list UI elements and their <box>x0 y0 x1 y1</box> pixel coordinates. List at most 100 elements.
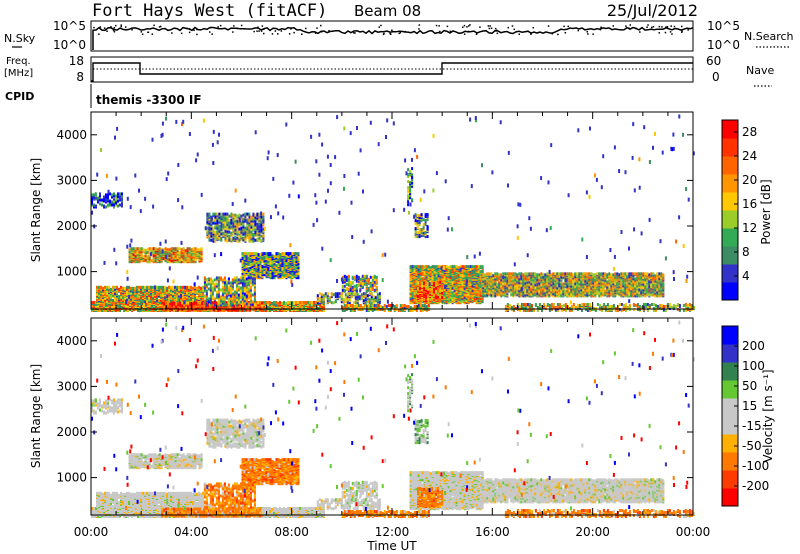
power-echo-cell <box>114 285 116 289</box>
power-echo-cell <box>263 257 266 261</box>
power-echo-cell <box>136 255 139 259</box>
power-echo-cell <box>353 286 356 290</box>
power-echo-cell <box>257 275 260 279</box>
nsearch-dot <box>147 31 150 33</box>
power-echo-cell <box>163 305 166 309</box>
power-echo-cell <box>184 297 186 301</box>
nsearch-dot <box>488 27 491 30</box>
power-echo-cell <box>262 212 265 216</box>
power-echo-cell <box>233 299 236 303</box>
power-echo-cell <box>332 293 335 297</box>
power-echo-cell <box>295 260 298 264</box>
power-echo-cell <box>352 292 355 296</box>
power-echo-cell <box>254 230 257 234</box>
power-echo-cell <box>411 271 414 275</box>
power-echo-cell <box>371 278 374 282</box>
power-echo-cell <box>344 297 347 301</box>
power-echo-cell <box>201 301 204 305</box>
power-echo-cell <box>213 303 216 307</box>
power-echo-cell <box>254 213 257 217</box>
power-echo-cell <box>115 197 117 201</box>
power-echo-cell <box>101 306 103 309</box>
power-echo-cell <box>245 277 248 281</box>
power-echo-cell <box>213 278 216 282</box>
power-echo-cell <box>219 276 222 280</box>
nsearch-dot <box>475 33 478 35</box>
power-echo-cell <box>244 217 247 221</box>
power-echo-cell <box>443 288 446 292</box>
power-echo-cell <box>128 297 130 301</box>
power-echo-cell <box>433 277 436 281</box>
power-echo-cell <box>269 255 272 259</box>
nsearch-dot <box>263 28 265 30</box>
power-echo-cell <box>180 260 183 264</box>
power-echo-cell <box>328 299 331 303</box>
power-echo-cell <box>372 301 375 305</box>
power-echo-cell <box>291 252 294 256</box>
power-echo-cell <box>122 286 124 290</box>
power-echo-cell <box>232 216 235 220</box>
power-echo-cell <box>189 302 192 306</box>
power-echo-cell <box>368 301 371 305</box>
power-echo-cell <box>293 301 295 304</box>
power-echo-cell <box>324 295 327 299</box>
power-echo-cell <box>172 252 175 256</box>
nsearch-dot <box>209 26 212 29</box>
nsky-frame <box>90 20 694 52</box>
power-echo-cell <box>216 216 219 220</box>
power-echo-cell <box>167 304 170 308</box>
power-echo-cell <box>253 285 256 289</box>
power-echo-cell <box>281 270 284 274</box>
power-echo-cell <box>245 294 248 298</box>
power-echo-cell <box>246 225 249 229</box>
nsearch-dot <box>463 33 466 35</box>
power-echo-cell <box>140 289 142 293</box>
power-echo-cell <box>226 212 229 216</box>
power-echo-cell <box>111 305 113 308</box>
power-echo-cell <box>254 217 257 221</box>
nsearch-dot <box>233 25 235 27</box>
power-echo-cell <box>192 289 194 293</box>
power-echo-cell <box>275 270 278 274</box>
power-echo-cell <box>242 225 245 229</box>
power-echo-cell <box>96 292 98 296</box>
power-echo-cell <box>243 257 246 261</box>
power-echo-cell <box>220 224 223 228</box>
power-echo-cell <box>254 219 257 223</box>
power-echo-cell <box>209 288 212 292</box>
power-echo-cell <box>295 301 297 304</box>
nsearch-dot <box>438 25 440 27</box>
power-echo-cell <box>156 296 158 300</box>
nsearch-dot <box>98 33 100 35</box>
power-echo-cell <box>352 301 355 305</box>
power-echo-cell <box>227 281 230 285</box>
power-echo-cell <box>182 287 184 291</box>
power-echo-cell <box>251 302 254 306</box>
power-echo-cell <box>297 266 300 270</box>
power-echo-cell <box>116 296 118 300</box>
power-echo-cell <box>324 292 327 296</box>
power-echo-cell <box>210 231 213 235</box>
power-echo-cell <box>369 281 372 285</box>
power-echo-cell <box>195 301 198 305</box>
power-echo-cell <box>263 273 266 277</box>
power-echo-cell <box>235 276 238 280</box>
power-echo-cell <box>216 234 219 238</box>
power-echo-cell <box>355 274 358 278</box>
power-echo-cell <box>224 212 227 216</box>
power-echo-cell <box>236 230 239 234</box>
power-echo-cell <box>293 252 296 256</box>
power-echo-cell <box>238 234 241 238</box>
power-echo-cell <box>98 285 100 289</box>
power-echo-cell <box>332 301 335 305</box>
power-echo-cell <box>255 265 258 269</box>
power-echo-cell <box>232 213 235 217</box>
power-echo-cell <box>425 301 428 305</box>
power-echo-cell <box>225 301 228 305</box>
power-echo-cell <box>213 288 216 292</box>
power-echo-cell <box>128 285 130 289</box>
power-echo-cell <box>178 247 181 251</box>
power-echo-cell <box>203 289 206 293</box>
nsearch-dot <box>518 33 520 35</box>
power-echo-cell <box>374 299 377 303</box>
